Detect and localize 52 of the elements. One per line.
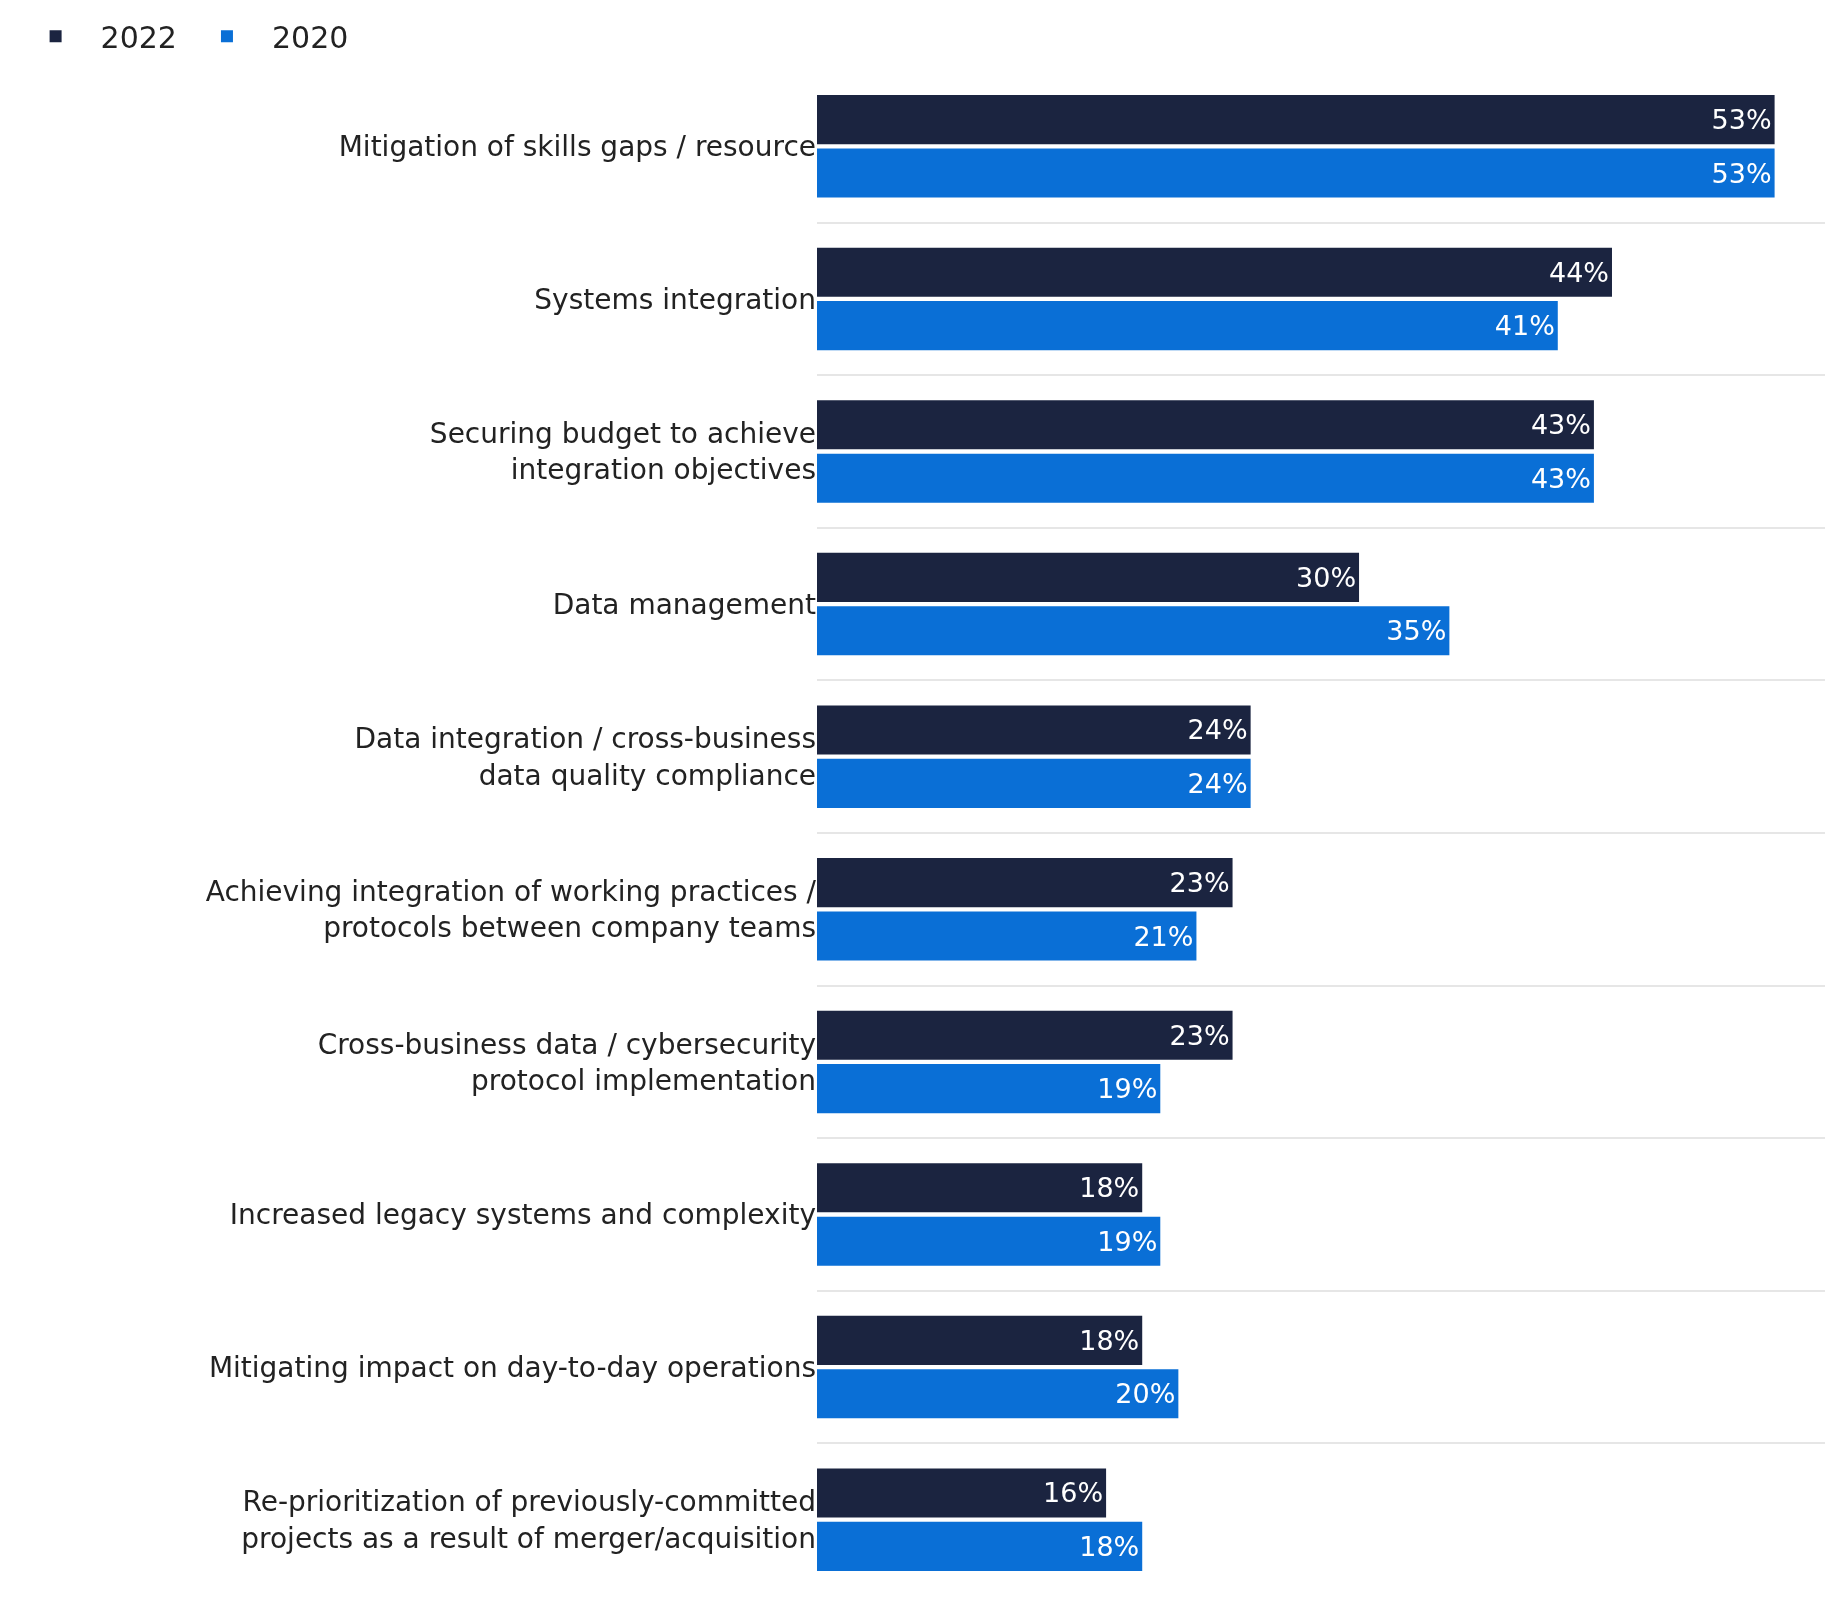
data-label: 44% (1548, 256, 1609, 288)
data-label: 16% (1043, 1477, 1104, 1509)
data-label: 23% (1169, 1019, 1230, 1051)
data-label: 53% (1711, 157, 1772, 189)
data-label: 43% (1530, 409, 1591, 441)
y-tick-label: Systems integration (534, 282, 816, 316)
bar (817, 148, 1775, 198)
data-label: 19% (1097, 1073, 1158, 1105)
bar (817, 758, 1251, 808)
data-label: 21% (1133, 920, 1194, 952)
bar (817, 400, 1594, 450)
y-tick-label: Securing budget to achieve integration objectives (429, 417, 816, 487)
bar (817, 552, 1360, 602)
bar (817, 1163, 1143, 1213)
y-tick-label: Mitigating impact on day-to-day operations (208, 1350, 816, 1384)
data-label: 41% (1494, 310, 1555, 342)
legend-label: 2022 (100, 20, 177, 56)
data-label: 43% (1530, 462, 1591, 494)
y-tick-label: Mitigation of skills gaps / resource (338, 130, 816, 164)
bar (817, 911, 1197, 961)
y-tick-label: Achieving integration of working practices / protocols between company teams (205, 874, 817, 945)
bar (817, 1369, 1179, 1419)
legend-label: 2020 (271, 20, 349, 56)
data-label: 35% (1386, 615, 1447, 647)
y-tick-label: Increased legacy systems and complexity (229, 1198, 816, 1232)
data-label: 20% (1115, 1378, 1176, 1410)
bar (817, 247, 1612, 297)
bar (817, 1521, 1143, 1571)
data-label: 23% (1169, 867, 1230, 899)
data-label: 18% (1079, 1324, 1140, 1356)
data-label: 18% (1079, 1172, 1140, 1204)
bar (817, 1315, 1143, 1365)
bar (817, 858, 1233, 908)
y-tick-label: Re-prioritization of previously-committed projects as a result of merger/acquisition (241, 1485, 816, 1555)
bar (817, 1468, 1107, 1518)
bar (817, 1216, 1161, 1266)
bar (817, 1064, 1161, 1114)
bar (817, 301, 1558, 351)
bar (817, 95, 1775, 145)
data-label: 30% (1296, 561, 1357, 593)
y-tick-label: Cross-business data / cybersecurity protocol implementation (317, 1027, 816, 1097)
data-label: 53% (1711, 104, 1772, 136)
data-label: 24% (1187, 767, 1248, 799)
bar (817, 1010, 1233, 1060)
bar (817, 453, 1594, 503)
data-label: 19% (1097, 1225, 1158, 1257)
bar (817, 705, 1251, 755)
data-label: 18% (1079, 1530, 1140, 1562)
bar (817, 606, 1450, 656)
data-label: 24% (1187, 714, 1248, 746)
y-tick-label: Data integration / cross-business data quality compliance (354, 722, 816, 792)
y-tick-label: Data management (552, 587, 817, 621)
